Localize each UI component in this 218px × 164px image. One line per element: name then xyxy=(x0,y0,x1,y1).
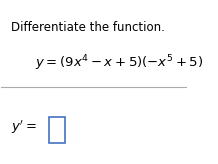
Text: $y = \left(9x^{4} - x + 5\right)\left(-x^{5} + 5\right)$: $y = \left(9x^{4} - x + 5\right)\left(-x… xyxy=(35,53,203,73)
Text: $y' = $: $y' = $ xyxy=(11,118,36,136)
Text: Differentiate the function.: Differentiate the function. xyxy=(11,21,165,34)
FancyBboxPatch shape xyxy=(49,117,65,143)
